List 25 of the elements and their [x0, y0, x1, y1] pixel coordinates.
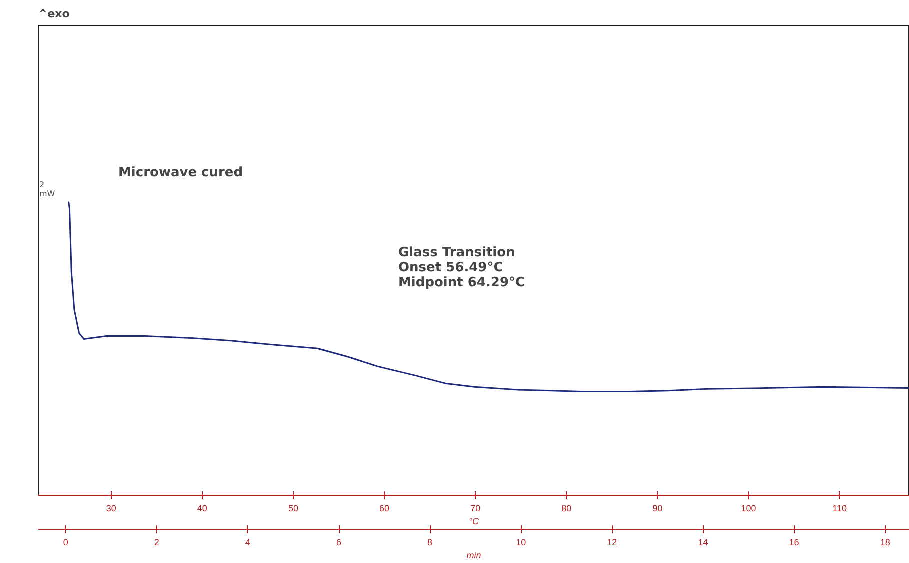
- x2-tick-label: 40: [197, 504, 208, 514]
- annotation: Glass Transition Onset 56.49°C Midpoint 64.29°C: [398, 246, 526, 290]
- x-tick-label: 4: [245, 538, 250, 548]
- x-tick-label: 16: [789, 538, 800, 548]
- x-tick-label: 6: [336, 538, 342, 548]
- x-tick-label: 14: [698, 538, 708, 548]
- x-tick-label: 2: [154, 538, 160, 548]
- x2-tick-label: 90: [652, 504, 663, 514]
- x2-tick-label: 70: [470, 504, 481, 514]
- x-tick-label: 10: [516, 538, 526, 548]
- x-axis-title: min: [466, 550, 482, 560]
- text: Microwave cured: [118, 166, 244, 180]
- x2-tick-label: 110: [832, 504, 848, 514]
- x2-tick-label: 60: [380, 504, 390, 514]
- x2-tick-label: 80: [562, 504, 572, 514]
- x2-tick-label: 100: [741, 504, 756, 514]
- x2-axis-title: °C: [468, 516, 480, 526]
- x-tick-label: 12: [607, 538, 618, 548]
- x-tick-label: 18: [880, 538, 890, 548]
- x2-tick-label: 30: [106, 504, 116, 514]
- x2-tick-label: 50: [288, 504, 298, 514]
- x-tick-label: 0: [63, 538, 68, 548]
- text: 2 mW: [40, 180, 56, 198]
- text: ^exo: [38, 8, 70, 20]
- x-tick-label: 8: [428, 538, 433, 548]
